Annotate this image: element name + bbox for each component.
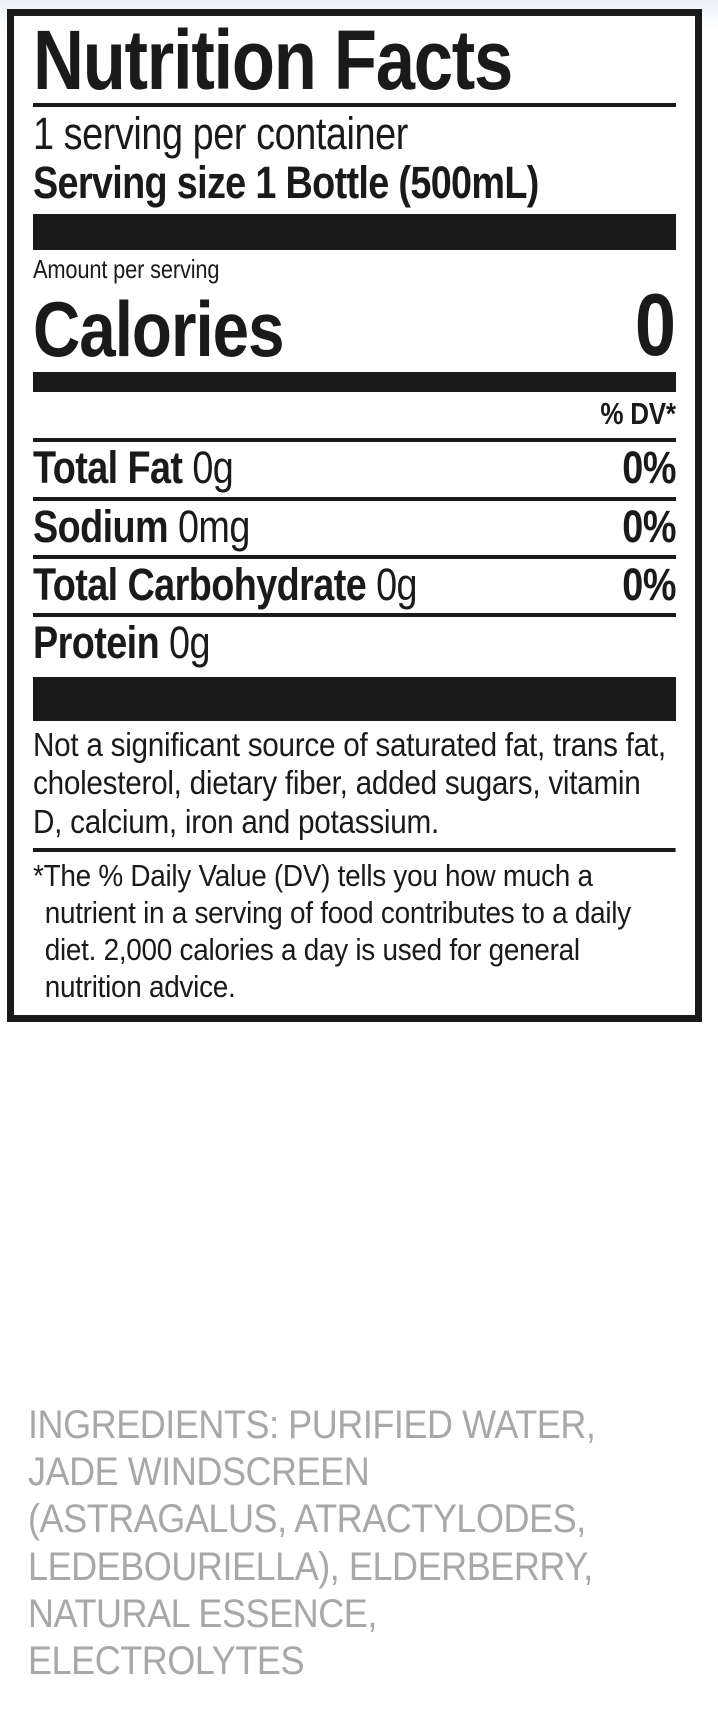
nutrient-name: Total Carbohydrate bbox=[33, 558, 367, 610]
serving-size: Serving size 1 Bottle (500mL) bbox=[33, 157, 539, 209]
nutrition-facts-title-block: Nutrition Facts bbox=[33, 16, 676, 107]
table-row: Protein 0g bbox=[33, 613, 676, 671]
nutrition-facts-panel: Nutrition Facts 1 serving per container … bbox=[7, 9, 702, 1023]
daily-value-footnote: *The % Daily Value (DV) tells you how mu… bbox=[33, 847, 676, 1016]
table-row: Total Fat 0g 0% bbox=[33, 438, 676, 496]
nutrient-amount: 0g bbox=[192, 442, 234, 494]
page-title: Nutrition Facts bbox=[33, 13, 513, 107]
calories-block: Amount per serving Calories 0 bbox=[33, 250, 676, 375]
calories-value: 0 bbox=[634, 275, 676, 375]
amount-per-serving-label: Amount per serving bbox=[33, 253, 220, 284]
nutrient-name: Protein bbox=[33, 617, 160, 669]
divider-bar-thick-top bbox=[33, 213, 676, 250]
divider-bar-thick-bottom bbox=[33, 676, 676, 721]
nutrient-daily-value: 0% bbox=[622, 558, 676, 610]
table-row: Total Carbohydrate 0g 0% bbox=[33, 554, 676, 613]
servings-per-container: 1 serving per container bbox=[33, 107, 408, 159]
calories-label: Calories bbox=[33, 285, 285, 374]
not-significant-source-note: Not a significant source of saturated fa… bbox=[33, 725, 666, 840]
nutrient-name: Total Fat bbox=[33, 442, 183, 494]
nutrient-name: Sodium bbox=[33, 500, 169, 552]
servings-block: 1 serving per container Serving size 1 B… bbox=[33, 107, 676, 209]
table-row: Sodium 0mg 0% bbox=[33, 496, 676, 555]
nutrient-amount: 0g bbox=[376, 558, 417, 610]
divider-bar-medium bbox=[33, 372, 676, 393]
nutrient-daily-value: 0% bbox=[622, 442, 676, 494]
calories-row: Calories 0 bbox=[33, 275, 676, 375]
nutrient-amount: 0mg bbox=[177, 500, 250, 552]
ingredients-text: INGREDIENTS: PURIFIED WATER, JADE WINDSC… bbox=[28, 1403, 596, 1683]
nutrient-daily-value: 0% bbox=[622, 500, 676, 552]
daily-value-header: % DV* bbox=[600, 396, 677, 432]
nutrient-amount: 0g bbox=[169, 617, 210, 669]
